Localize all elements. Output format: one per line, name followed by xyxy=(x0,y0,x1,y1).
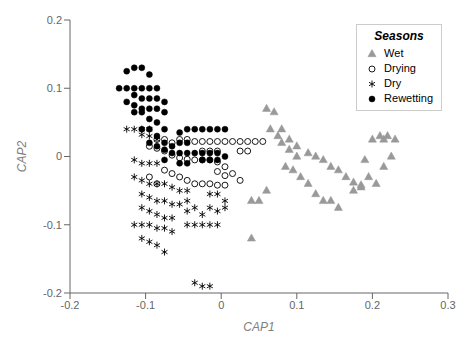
svg-text:0.1: 0.1 xyxy=(47,82,62,94)
svg-text:CAP2: CAP2 xyxy=(15,141,29,173)
svg-text:0.2: 0.2 xyxy=(365,299,380,311)
svg-text:0.2: 0.2 xyxy=(47,14,62,26)
html-text:Wet: Wet xyxy=(384,47,404,59)
svg-text:0.1: 0.1 xyxy=(289,299,304,311)
svg-text:0: 0 xyxy=(218,299,224,311)
svg-text:-0.1: -0.1 xyxy=(43,219,62,231)
html-text:Drying: Drying xyxy=(384,62,416,74)
html-text:Seasons: Seasons xyxy=(374,29,424,43)
html-text:Rewetting: Rewetting xyxy=(384,92,433,104)
svg-text:0.3: 0.3 xyxy=(440,299,455,311)
svg-text:-0.1: -0.1 xyxy=(136,299,155,311)
html-text:Dry: Dry xyxy=(384,77,402,89)
svg-text:-0.2: -0.2 xyxy=(43,287,62,299)
svg-text:-0.2: -0.2 xyxy=(61,299,80,311)
svg-text:CAP1: CAP1 xyxy=(243,320,274,334)
svg-text:0: 0 xyxy=(56,150,62,162)
